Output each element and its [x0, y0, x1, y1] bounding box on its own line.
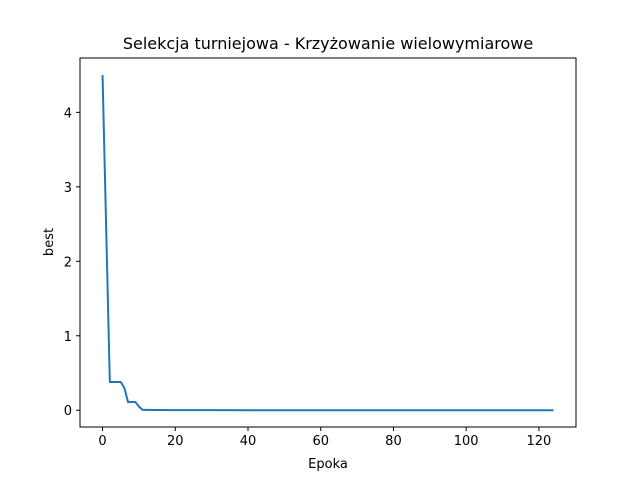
x-tick-label: 80	[385, 434, 402, 449]
y-tick-label: 0	[64, 404, 72, 419]
y-tick-label: 3	[64, 181, 72, 196]
chart-title: Selekcja turniejowa - Krzyżowanie wielow…	[123, 34, 533, 53]
y-tick-label: 4	[64, 106, 72, 121]
x-tick-label: 100	[454, 434, 479, 449]
x-tick-label: 20	[167, 434, 184, 449]
y-tick-label: 1	[64, 330, 72, 345]
y-axis-label: best	[42, 228, 57, 256]
plot-frame	[79, 57, 577, 428]
x-axis-label: Epoka	[308, 457, 348, 472]
plot-area	[101, 75, 554, 412]
x-tick-label: 0	[98, 434, 106, 449]
axis-ticks: 0 20 40 60 80 100 120 0 1 2 3 4	[64, 106, 552, 449]
y-tick-label: 2	[64, 255, 72, 270]
x-tick-label: 60	[312, 434, 329, 449]
x-tick-label: 40	[240, 434, 257, 449]
series-line	[101, 75, 554, 412]
x-tick-label: 120	[526, 434, 551, 449]
